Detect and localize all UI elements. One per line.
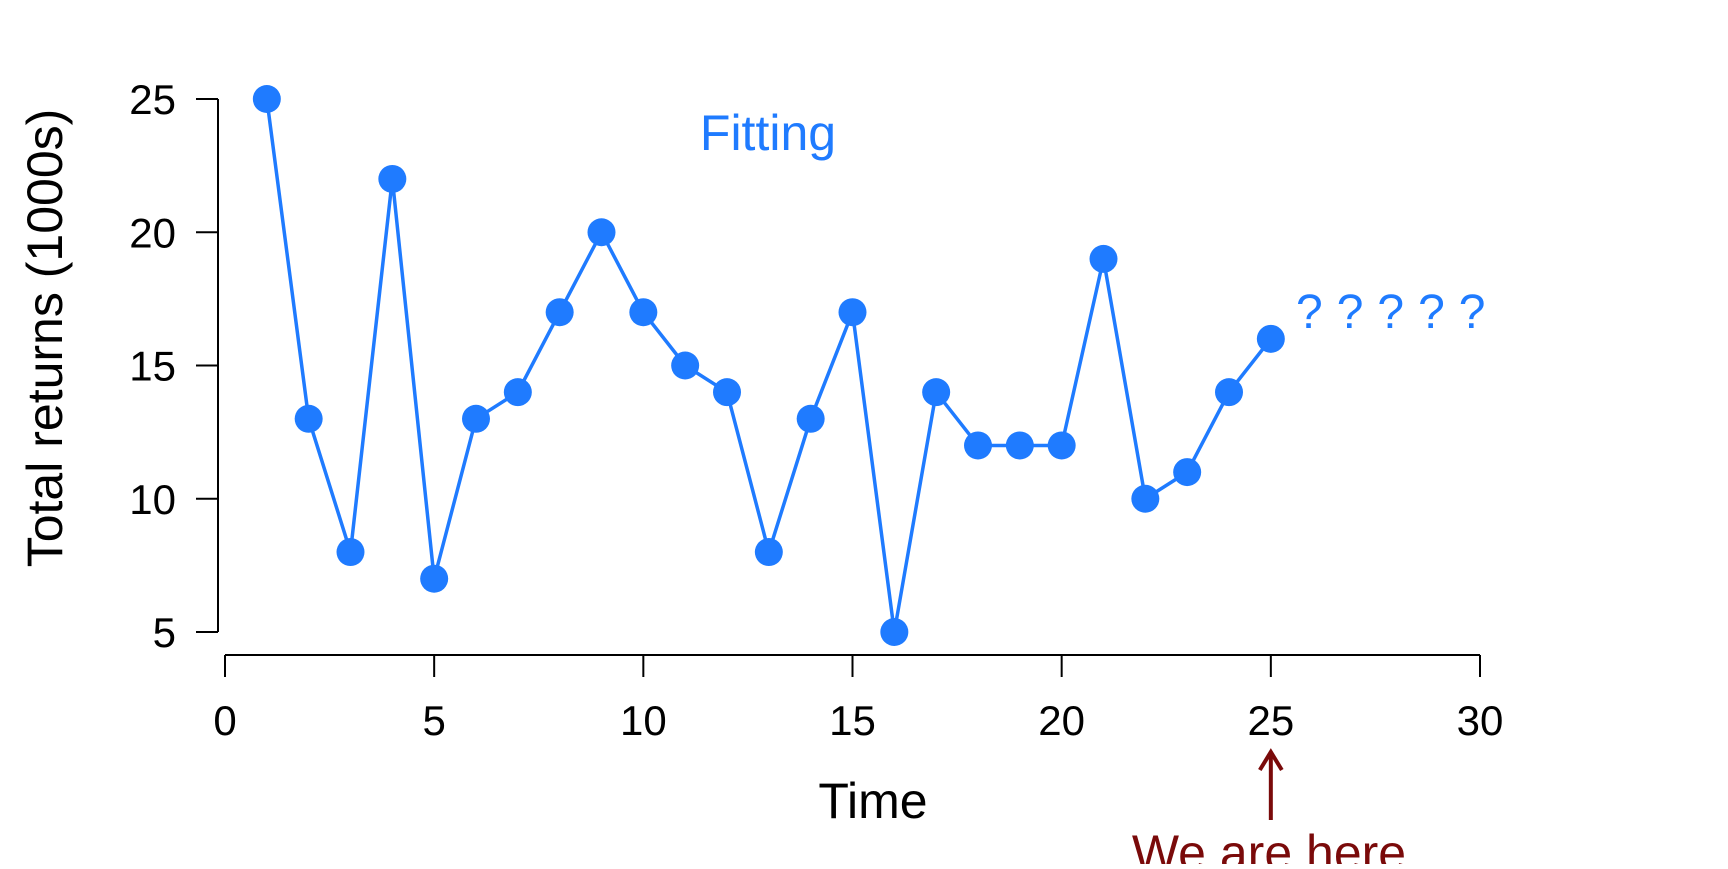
data-point <box>796 404 825 433</box>
y-axis-label: Total returns (1000s) <box>17 109 73 568</box>
data-point <box>1131 484 1160 513</box>
x-tick-label: 10 <box>620 697 667 744</box>
data-point <box>252 85 281 113</box>
series-layer <box>252 85 1285 646</box>
x-tick-label: 20 <box>1038 697 1085 744</box>
data-point <box>1047 431 1076 460</box>
data-point <box>1173 458 1202 487</box>
data-point <box>629 298 658 327</box>
data-point <box>922 378 951 407</box>
data-point <box>294 404 323 433</box>
data-point <box>713 378 741 407</box>
x-tick-label: 30 <box>1457 697 1504 744</box>
x-axis-label: Time <box>818 773 927 829</box>
data-point <box>462 404 490 433</box>
x-tick-label: 15 <box>829 697 876 744</box>
data-point <box>838 298 867 327</box>
data-point <box>336 538 365 567</box>
data-point <box>545 298 574 327</box>
data-point <box>378 164 407 193</box>
we-are-here-annotation: We are here <box>1132 825 1406 864</box>
data-point <box>1215 378 1243 407</box>
data-point <box>503 378 532 407</box>
data-point <box>964 431 992 460</box>
y-tick-label: 10 <box>129 476 176 523</box>
arrow-up-icon <box>1258 748 1284 820</box>
y-tick-label: 5 <box>153 609 176 656</box>
data-point <box>1256 324 1285 353</box>
fitting-annotation: Fitting <box>700 105 836 161</box>
data-point <box>587 218 616 247</box>
arrow-head <box>1258 748 1284 772</box>
x-tick-label: 25 <box>1247 697 1294 744</box>
data-point <box>1089 244 1118 273</box>
x-tick-label: 5 <box>422 697 445 744</box>
x-tick-label: 0 <box>213 697 236 744</box>
y-tick-label: 15 <box>129 343 176 390</box>
data-point <box>420 564 449 593</box>
data-point <box>671 351 700 380</box>
data-point <box>754 538 783 567</box>
data-point <box>880 618 909 646</box>
data-point <box>1005 431 1034 460</box>
annotations: Fitting ????? We are here <box>700 105 1499 869</box>
y-tick-label: 20 <box>129 209 176 256</box>
y-tick-label: 25 <box>129 76 176 123</box>
question-marks-annotation: ????? <box>1296 286 1499 339</box>
